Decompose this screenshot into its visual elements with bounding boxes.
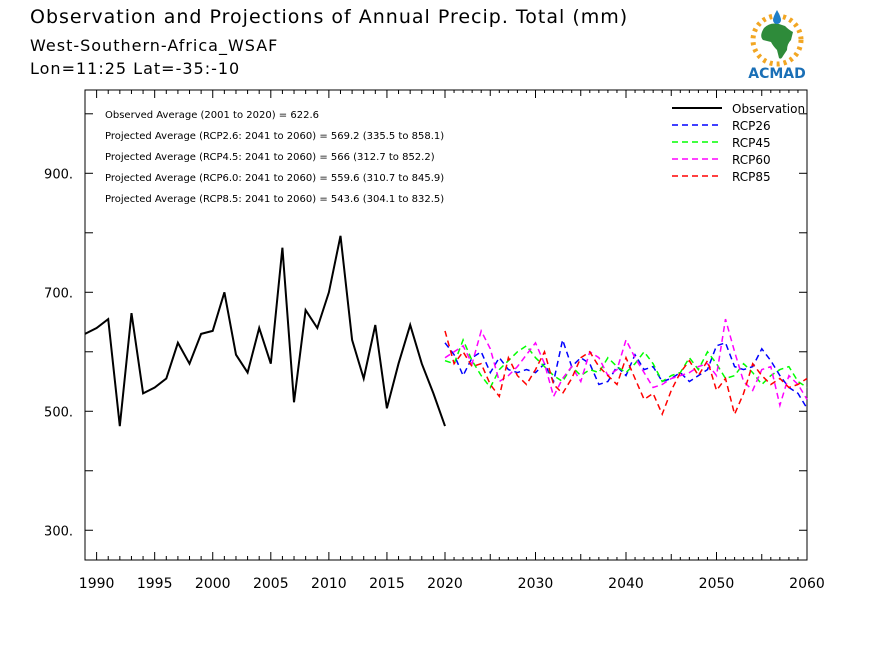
annotation-line: Observed Average (2001 to 2020) = 622.6 (105, 110, 319, 121)
x-tick-label: 1995 (137, 576, 173, 592)
series-line-rcp26 (444, 337, 808, 409)
annotation-block: Observed Average (2001 to 2020) = 622.6 P… (105, 110, 444, 205)
chart-title: Observation and Projections of Annual Pr… (30, 6, 629, 28)
series-line-rcp60 (444, 318, 808, 409)
legend-label: RCP45 (732, 136, 771, 150)
x-axis: 1990 1995 2000 2005 2010 2015 2020 2030 2040 2050… (79, 90, 825, 592)
legend-label: RCP26 (732, 119, 771, 133)
legend-label: RCP60 (732, 153, 771, 167)
x-tick-label: 2010 (311, 576, 347, 592)
annotation-line: Projected Average (RCP8.5: 2041 to 2060)… (105, 194, 444, 205)
legend: Observation RCP26 RCP45 RCP60 RCP85 (672, 102, 805, 184)
y-tick-label: 300. (44, 524, 73, 539)
x-tick-label: 2020 (427, 576, 463, 592)
logo-text: ACMAD (748, 66, 806, 82)
x-tick-label: 2030 (518, 576, 554, 592)
y-tick-label: 700. (44, 286, 73, 301)
x-tick-label: 1990 (79, 576, 115, 592)
legend-label: Observation (732, 102, 805, 116)
x-tick-label: 2000 (195, 576, 231, 592)
water-drop-icon (773, 10, 781, 24)
coordinates-label: Lon=11:25 Lat=-35:-10 (30, 59, 241, 78)
x-tick-label: 2040 (608, 576, 644, 592)
africa-map-icon (761, 23, 793, 59)
plot-frame (84, 89, 808, 561)
annotation-line: Projected Average (RCP6.0: 2041 to 2060)… (105, 173, 444, 184)
legend-label: RCP85 (732, 170, 771, 184)
x-tick-label: 2050 (699, 576, 735, 592)
region-label: West-Southern-Africa_WSAF (30, 36, 279, 55)
y-tick-label: 500. (44, 405, 73, 420)
annotation-line: Projected Average (RCP2.6: 2041 to 2060)… (105, 131, 444, 142)
x-tick-label: 2015 (369, 576, 405, 592)
y-axis: 300. 500. 700. 900. (44, 113, 807, 539)
series-line-rcp85 (444, 330, 808, 417)
x-tick-label: 2060 (789, 576, 825, 592)
series-lines (84, 235, 808, 427)
y-tick-label: 900. (44, 167, 73, 182)
series-line-observation (84, 235, 446, 427)
acmad-logo: ACMAD (748, 10, 806, 82)
series-line-rcp45 (444, 337, 808, 389)
x-tick-label: 2005 (253, 576, 289, 592)
annotation-line: Projected Average (RCP4.5: 2041 to 2060)… (105, 152, 435, 163)
